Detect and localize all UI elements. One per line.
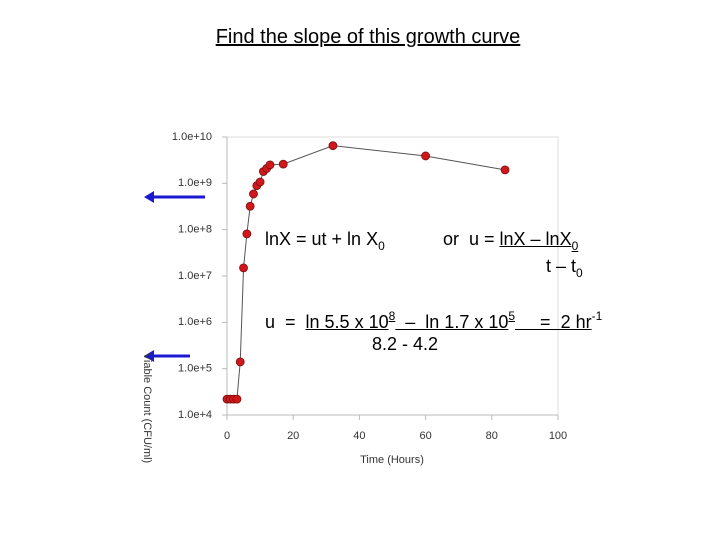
data-point	[500, 165, 510, 175]
x-tick-label: 80	[486, 430, 498, 442]
equation-part: ln 5.5 x 10	[305, 312, 389, 332]
data-point	[265, 160, 275, 170]
x-tick-label: 40	[353, 430, 365, 442]
data-point	[255, 177, 265, 187]
data-point	[235, 357, 245, 367]
equation-part: – ln 1.7 x 10	[395, 312, 509, 332]
equation-part: = 2 hr	[515, 312, 592, 332]
equation-part: 0	[378, 239, 385, 253]
arrow	[144, 350, 190, 362]
y-tick-label: 1.0e+9	[178, 177, 212, 189]
data-point	[249, 189, 258, 199]
plot-frame	[226, 136, 559, 416]
equation: lnX = ut + ln X0	[265, 229, 385, 253]
equation-part: t – t	[546, 256, 577, 276]
x-tick-label: 20	[287, 430, 299, 442]
equation-part: 5	[508, 309, 516, 323]
x-tick-label: 0	[224, 430, 230, 442]
arrow	[144, 191, 205, 203]
slide-title: Find the slope of this growth curve	[215, 26, 521, 48]
equation-part: -1	[591, 309, 603, 323]
data-point	[239, 263, 248, 273]
series-line	[227, 145, 506, 400]
equation-part: lnX = ut + ln X	[265, 229, 379, 249]
x-axis-label: Time (Hours)	[360, 454, 424, 466]
data-point	[245, 201, 255, 211]
data-point	[242, 229, 252, 239]
equation: t – t0	[546, 256, 583, 280]
equation-part: lnX – lnX	[499, 229, 572, 249]
y-tick-label: 1.0e+10	[172, 131, 212, 143]
y-tick-label: 1.0e+6	[178, 316, 212, 328]
data-point	[421, 151, 431, 161]
y-axis-label: Viable Count (CFU/ml)	[141, 353, 153, 463]
equation: or u = lnX – lnX0	[443, 229, 578, 253]
y-tick-label: 1.0e+5	[178, 363, 212, 375]
y-tick-label: 1.0e+4	[178, 409, 212, 421]
equation-part: or u =	[443, 229, 500, 249]
x-tick-label: 100	[549, 430, 567, 442]
equation-part: u =	[265, 312, 306, 332]
equation-part: 0	[576, 266, 583, 280]
equation-part: 0	[571, 239, 579, 253]
y-tick-label: 1.0e+7	[178, 270, 212, 282]
equation: 8.2 - 4.2	[372, 334, 438, 355]
x-tick-label: 60	[419, 430, 431, 442]
equation-part: 8.2 - 4.2	[372, 334, 439, 354]
data-point	[232, 394, 242, 404]
data-point	[278, 159, 288, 169]
equation: u = ln 5.5 x 108 – ln 1.7 x 105 = 2 hr-1	[265, 309, 602, 333]
data-point	[328, 141, 338, 151]
y-tick-label: 1.0e+8	[178, 224, 212, 236]
equation-part: 8	[388, 309, 396, 323]
